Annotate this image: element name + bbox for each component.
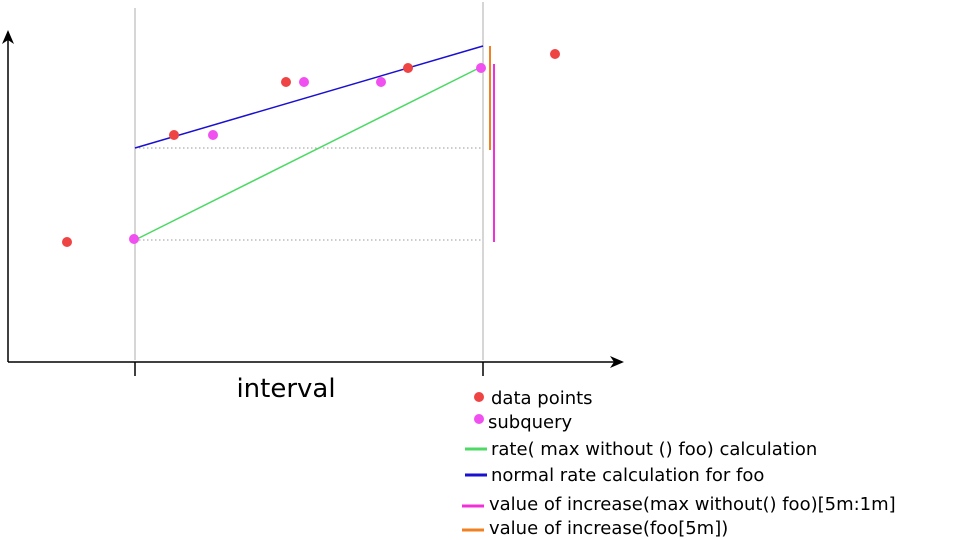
data-point (62, 237, 72, 247)
subquery-point (376, 77, 386, 87)
legend-marker-data-points (474, 392, 484, 402)
legend-label-data-points: data points (491, 388, 593, 409)
legend: data points subquery rate( max without (… (462, 388, 896, 539)
legend-label-increase-foo: value of increase(foo[5m]) (489, 518, 728, 539)
data-point (550, 49, 560, 59)
subquery-point (476, 63, 486, 73)
legend-label-normal-rate: normal rate calculation for foo (491, 465, 764, 486)
data-point (169, 130, 179, 140)
legend-label-subquery: subquery (488, 412, 573, 433)
legend-marker-subquery (474, 414, 484, 424)
subquery-point (208, 130, 218, 140)
data-point (281, 77, 291, 87)
legend-label-rate-max: rate( max without () foo) calculation (491, 439, 817, 460)
subquery-point (299, 77, 309, 87)
legend-label-increase-subquery: value of increase(max without() foo)[5m:… (489, 494, 896, 515)
subquery-point (129, 234, 139, 244)
subquery-rate-line (134, 65, 484, 241)
x-axis-label: interval (236, 374, 335, 404)
data-point (403, 63, 413, 73)
normal-rate-line (134, 45, 484, 149)
